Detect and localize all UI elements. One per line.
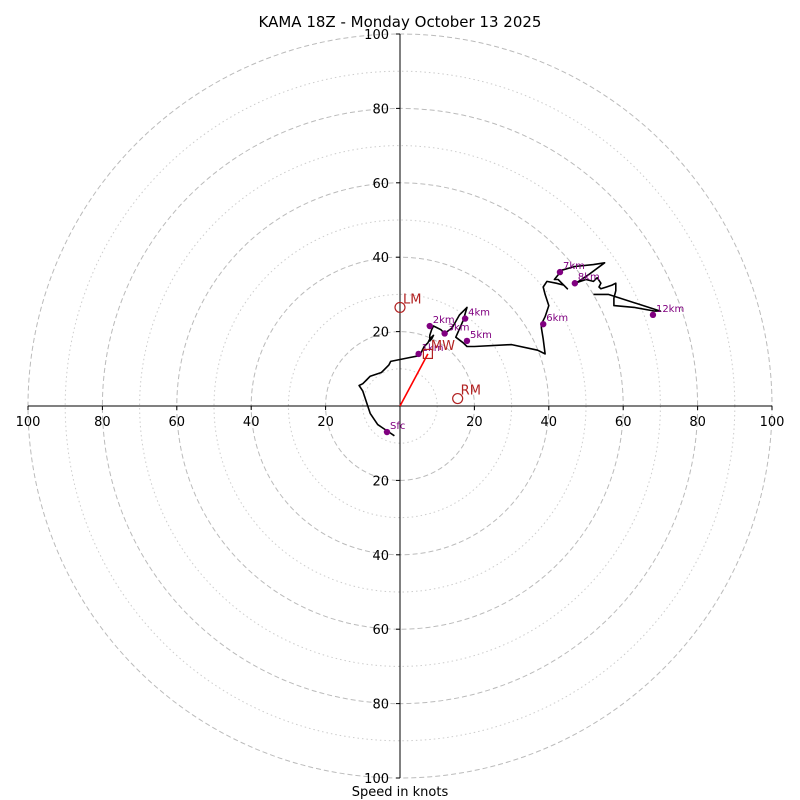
chart-title: KAMA 18Z - Monday October 13 2025: [259, 13, 542, 31]
x-axis-label: Speed in knots: [352, 785, 449, 800]
tick-labels: 100 80 60 40 20 20 40 60 80 100 100 80 60 40 20 20 40 60 8…: [16, 28, 785, 787]
height-marker-2km: [426, 322, 433, 330]
x-tick-label: 20: [317, 415, 334, 430]
storm-motion-RM: [452, 392, 464, 405]
storm-motion-LM: [394, 301, 406, 314]
height-label-Sfc: Sfc: [390, 421, 405, 432]
y-tick-label: 100: [364, 772, 389, 787]
height-marker-6km: [540, 320, 547, 328]
x-tick-label: 100: [16, 415, 41, 430]
x-tick-label: 60: [169, 415, 186, 430]
storm-motion-markers: LM RM MW: [394, 292, 481, 405]
y-tick-label: 60: [372, 623, 389, 638]
height-marker-4km: [461, 315, 469, 322]
storm-motion-MW: [422, 348, 433, 360]
height-marker-8km: [571, 280, 579, 287]
height-label-1km: 1km: [422, 343, 444, 354]
x-tick-label: 40: [243, 415, 260, 430]
mean-wind-vector: [399, 353, 429, 407]
storm-label-RM: RM: [461, 384, 481, 399]
height-label-12km: 12km: [656, 304, 684, 315]
storm-label-LM: LM: [403, 292, 421, 307]
height-marker-1km: [415, 350, 422, 358]
storm-label-MW: MW: [431, 339, 455, 354]
mean-wind-vector-layer: [399, 353, 429, 407]
height-label-6km: 6km: [546, 313, 568, 324]
x-tick-label: 80: [94, 415, 111, 430]
x-tick-label: 100: [760, 415, 785, 430]
height-label-8km: 8km: [578, 272, 600, 283]
height-marker-12km: [649, 311, 657, 319]
hodograph-trace-layer: [358, 261, 662, 437]
x-tick-label: 60: [615, 415, 632, 430]
y-tick-label: 80: [372, 102, 389, 117]
y-tick-label: 40: [372, 251, 389, 266]
height-marker-3km: [441, 330, 448, 337]
height-marker-5km: [463, 337, 471, 345]
y-tick-label: 60: [372, 177, 389, 192]
x-tick-label: 20: [466, 415, 483, 430]
y-tick-label: 20: [372, 474, 389, 489]
y-tick-label: 100: [364, 28, 389, 43]
y-tick-label: 80: [372, 698, 389, 713]
y-tick-label: 40: [372, 549, 389, 564]
height-label-2km: 2km: [433, 315, 455, 326]
y-tick-label: 20: [372, 326, 389, 341]
height-label-3km: 3km: [448, 322, 470, 333]
x-tick-label: 80: [689, 415, 706, 430]
height-label-7km: 7km: [563, 261, 585, 272]
height-marker-7km: [556, 268, 564, 276]
hodograph-trace: [358, 261, 662, 437]
height-label-5km: 5km: [470, 330, 492, 341]
height-label-4km: 4km: [468, 308, 490, 319]
x-tick-label: 40: [541, 415, 558, 430]
height-marker-Sfc: [383, 428, 391, 436]
